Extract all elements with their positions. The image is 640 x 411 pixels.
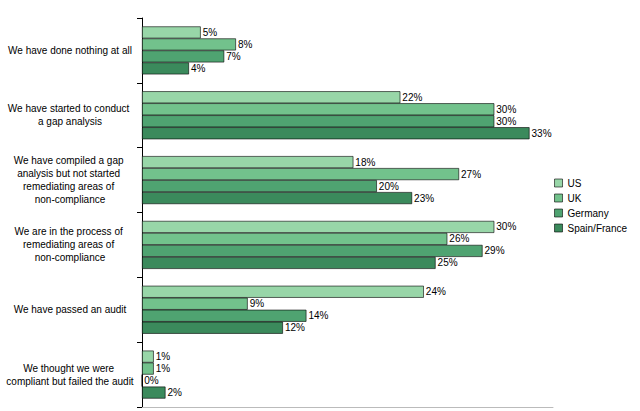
svg-text:analysis but not started: analysis but not started <box>17 168 123 179</box>
svg-text:33%: 33% <box>532 128 552 139</box>
svg-text:25%: 25% <box>438 257 458 268</box>
svg-text:Germany: Germany <box>568 208 609 219</box>
svg-text:a gap analysis: a gap analysis <box>38 116 102 127</box>
svg-text:1%: 1% <box>156 363 171 374</box>
svg-text:24%: 24% <box>426 286 446 297</box>
svg-text:non-compliance: non-compliance <box>35 252 106 263</box>
svg-text:30%: 30% <box>496 104 516 115</box>
svg-text:remediating areas of: remediating areas of <box>23 181 117 192</box>
svg-text:7%: 7% <box>226 51 241 62</box>
svg-text:8%: 8% <box>238 39 253 50</box>
svg-text:9%: 9% <box>250 298 265 309</box>
svg-text:30%: 30% <box>496 116 516 127</box>
svg-text:We have compiled a gap: We have compiled a gap <box>14 155 127 166</box>
svg-text:We have started to conduct: We have started to conduct <box>8 103 132 114</box>
svg-text:1%: 1% <box>156 351 171 362</box>
svg-text:UK: UK <box>568 193 582 204</box>
svg-text:23%: 23% <box>414 193 434 204</box>
svg-text:4%: 4% <box>191 63 206 74</box>
svg-text:0%: 0% <box>144 375 159 386</box>
svg-text:non-compliance: non-compliance <box>35 194 106 205</box>
svg-text:18%: 18% <box>355 157 375 168</box>
svg-text:We are in the process of: We are in the process of <box>15 226 126 237</box>
svg-text:20%: 20% <box>379 181 399 192</box>
svg-text:US: US <box>568 178 582 189</box>
svg-text:remediating areas of: remediating areas of <box>23 239 117 250</box>
svg-text:14%: 14% <box>308 310 328 321</box>
svg-text:compliant but failed the audit: compliant but failed the audit <box>6 376 134 387</box>
svg-text:We have done nothing at all: We have done nothing at all <box>8 45 132 56</box>
svg-text:12%: 12% <box>285 322 305 333</box>
svg-text:22%: 22% <box>402 92 422 103</box>
svg-text:2%: 2% <box>167 387 182 398</box>
svg-text:5%: 5% <box>203 27 218 38</box>
svg-text:We thought we were: We thought we were <box>23 363 117 374</box>
svg-text:27%: 27% <box>461 169 481 180</box>
svg-text:30%: 30% <box>496 221 516 232</box>
svg-text:We have passed an audit: We have passed an audit <box>14 304 127 315</box>
svg-text:29%: 29% <box>485 245 505 256</box>
svg-text:26%: 26% <box>449 233 469 244</box>
svg-text:Spain/France: Spain/France <box>568 223 628 234</box>
